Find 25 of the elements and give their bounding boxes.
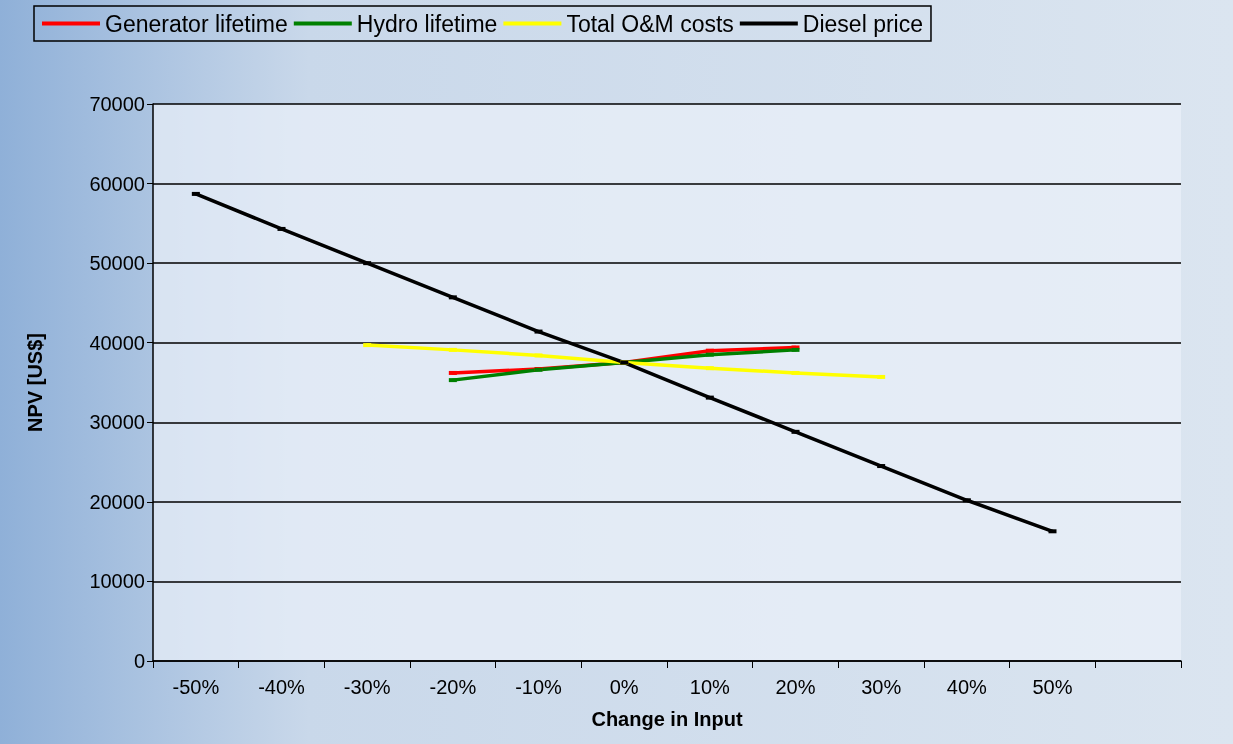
y-tick-label: 60000 <box>89 172 145 195</box>
x-tick-label: 0% <box>609 676 639 698</box>
y-tick-label: 0 <box>133 650 145 672</box>
x-tick-label: -50% <box>172 676 220 698</box>
y-tick-label: 10000 <box>89 570 145 593</box>
x-tick-label: -20% <box>429 676 477 698</box>
y-tick-label: 30000 <box>89 411 145 434</box>
legend-label: Generator lifetime <box>105 10 288 37</box>
legend-label: Diesel price <box>802 10 923 37</box>
legend-label: Total O&M costs <box>566 10 734 37</box>
y-axis-title: NPV [US$] <box>24 333 46 432</box>
x-tick-label: 20% <box>775 676 816 698</box>
y-tick-label: 50000 <box>89 252 145 275</box>
y-tick-label: 20000 <box>89 490 145 513</box>
y-tick-label: 40000 <box>89 331 145 354</box>
x-tick-label: -10% <box>515 676 563 698</box>
y-tick-label: 70000 <box>89 93 145 115</box>
x-tick-label: 50% <box>1032 676 1073 698</box>
x-tick-label: -40% <box>258 676 306 698</box>
x-tick-label: 10% <box>689 676 731 698</box>
x-tick-label: 40% <box>946 676 988 698</box>
x-axis-title: Change in Input <box>591 708 743 730</box>
x-tick-label: 30% <box>861 676 902 698</box>
legend-label: Hydro lifetime <box>356 10 498 37</box>
x-tick-label: -30% <box>343 676 391 698</box>
